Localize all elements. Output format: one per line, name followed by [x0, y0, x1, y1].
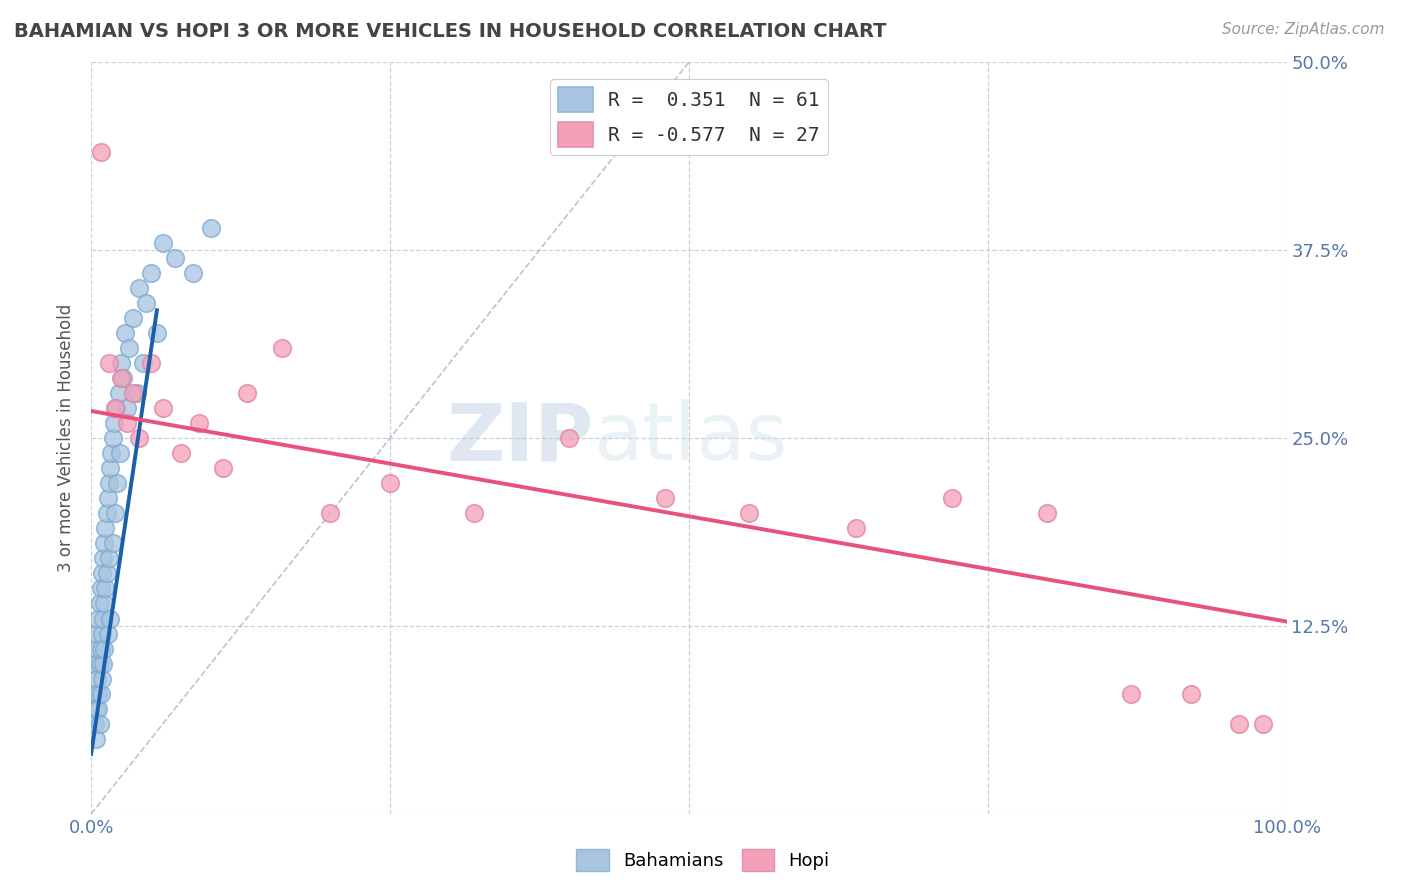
- Point: [97, 626, 120, 640]
- Point: [187, 416, 209, 430]
- Point: [104, 401, 127, 415]
- Point: [97, 491, 120, 506]
- Point: [181, 266, 204, 280]
- Point: [152, 235, 174, 250]
- Point: [89, 597, 111, 611]
- Point: [845, 521, 868, 535]
- Point: [91, 657, 114, 671]
- Point: [98, 551, 121, 566]
- Point: [378, 476, 401, 491]
- Point: [122, 310, 145, 325]
- Point: [93, 536, 115, 550]
- Point: [90, 641, 112, 656]
- Point: [89, 716, 111, 731]
- Point: [91, 611, 114, 625]
- Point: [107, 476, 129, 491]
- Point: [105, 401, 128, 415]
- Legend: Bahamians, Hopi: Bahamians, Hopi: [569, 842, 837, 879]
- Point: [96, 566, 118, 581]
- Point: [90, 672, 112, 686]
- Point: [1227, 716, 1250, 731]
- Point: [131, 356, 153, 370]
- Point: [90, 626, 112, 640]
- Point: [152, 401, 174, 415]
- Point: [737, 506, 759, 520]
- Point: [108, 446, 131, 460]
- Point: [104, 506, 127, 520]
- Point: [139, 356, 162, 370]
- Point: [86, 626, 108, 640]
- Point: [87, 702, 110, 716]
- Point: [463, 506, 485, 520]
- Point: [83, 657, 105, 671]
- Point: [94, 582, 117, 596]
- Point: [235, 386, 257, 401]
- Point: [128, 281, 150, 295]
- Point: [84, 731, 107, 746]
- Point: [93, 597, 115, 611]
- Point: [211, 461, 233, 475]
- Point: [91, 551, 114, 566]
- Point: [86, 641, 108, 656]
- Point: [112, 371, 135, 385]
- Point: [1121, 687, 1143, 701]
- Point: [115, 401, 138, 415]
- Point: [118, 341, 141, 355]
- Point: [139, 266, 162, 280]
- Point: [122, 386, 145, 401]
- Point: [83, 687, 105, 701]
- Point: [319, 506, 342, 520]
- Y-axis label: 3 or more Vehicles in Household: 3 or more Vehicles in Household: [58, 304, 75, 572]
- Point: [100, 446, 122, 460]
- Point: [1036, 506, 1059, 520]
- Point: [84, 702, 107, 716]
- Legend: R =  0.351  N = 61, R = -0.577  N = 27: R = 0.351 N = 61, R = -0.577 N = 27: [550, 79, 828, 154]
- Point: [98, 356, 121, 370]
- Point: [128, 431, 150, 445]
- Point: [110, 356, 132, 370]
- Point: [83, 716, 105, 731]
- Point: [115, 416, 138, 430]
- Point: [90, 566, 112, 581]
- Point: [96, 506, 118, 520]
- Text: BAHAMIAN VS HOPI 3 OR MORE VEHICLES IN HOUSEHOLD CORRELATION CHART: BAHAMIAN VS HOPI 3 OR MORE VEHICLES IN H…: [14, 22, 887, 41]
- Point: [146, 326, 169, 340]
- Point: [1251, 716, 1274, 731]
- Point: [200, 220, 222, 235]
- Point: [107, 386, 129, 401]
- Point: [654, 491, 676, 506]
- Point: [941, 491, 963, 506]
- Point: [101, 431, 124, 445]
- Point: [135, 295, 157, 310]
- Point: [87, 687, 110, 701]
- Point: [125, 386, 148, 401]
- Point: [86, 672, 108, 686]
- Point: [98, 461, 121, 475]
- Text: ZIP: ZIP: [446, 399, 593, 477]
- Point: [110, 371, 132, 385]
- Point: [90, 687, 112, 701]
- Point: [558, 431, 581, 445]
- Point: [101, 536, 124, 550]
- Point: [98, 611, 121, 625]
- Point: [163, 251, 186, 265]
- Point: [98, 476, 121, 491]
- Point: [90, 582, 112, 596]
- Point: [103, 416, 125, 430]
- Text: Source: ZipAtlas.com: Source: ZipAtlas.com: [1222, 22, 1385, 37]
- Point: [1180, 687, 1202, 701]
- Text: atlas: atlas: [593, 399, 787, 477]
- Point: [93, 641, 115, 656]
- Point: [170, 446, 193, 460]
- Point: [271, 341, 294, 355]
- Point: [90, 145, 112, 160]
- Point: [94, 521, 117, 535]
- Point: [89, 657, 111, 671]
- Point: [114, 326, 136, 340]
- Point: [87, 611, 110, 625]
